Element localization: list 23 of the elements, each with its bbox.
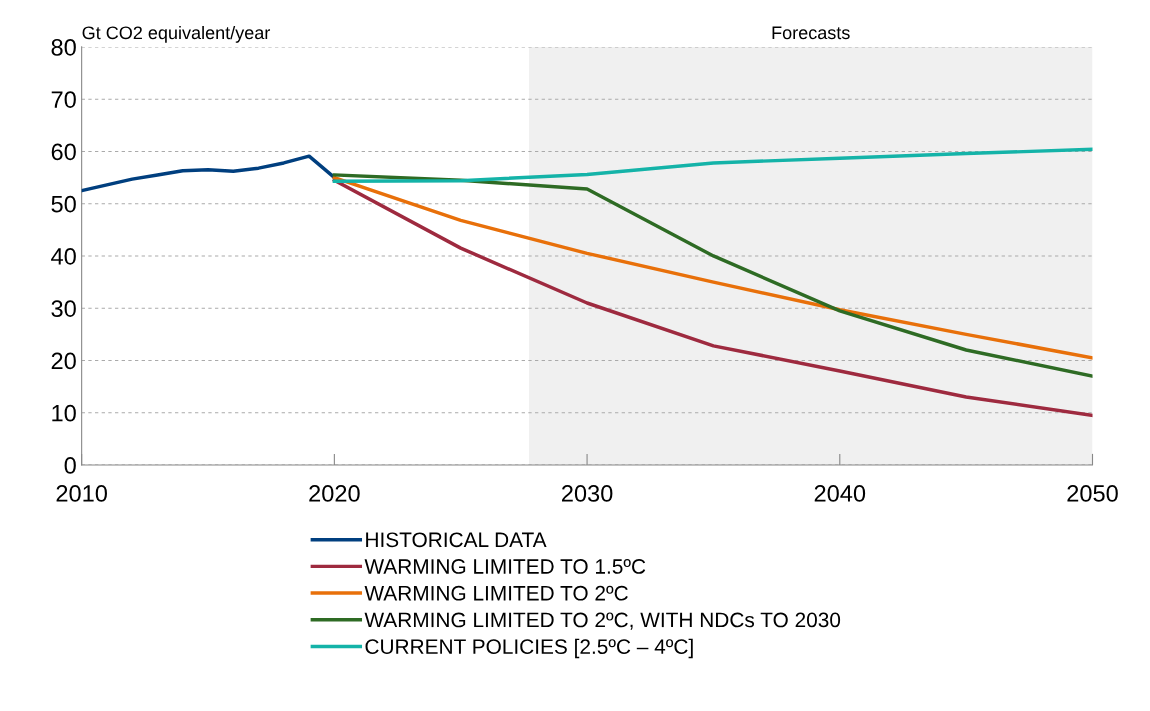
line-series xyxy=(332,178,1093,418)
y-tick-label: 60 xyxy=(51,143,76,161)
legend-label: WARMING LIMITED TO 2ºC xyxy=(364,585,628,601)
y-tick-label: 40 xyxy=(51,248,76,265)
line-series xyxy=(332,147,1093,183)
y-tick-label: 0 xyxy=(64,457,76,474)
y-axis-title: Gt CO2 equivalent/year xyxy=(82,25,271,43)
y-tick-label: 50 xyxy=(51,195,76,213)
x-tick-label: 2030 xyxy=(562,485,613,502)
y-tick-label: 30 xyxy=(51,300,76,318)
legend-label: HISTORICAL DATA xyxy=(366,532,547,548)
legend-label: WARMING LIMITED TO 2ºC, WITH NDCs TO 2030 xyxy=(364,612,841,630)
y-tick-label: 80 xyxy=(51,38,76,56)
legend-label: WARMING LIMITED TO 1.5ºC xyxy=(364,559,646,574)
y-tick-label: 20 xyxy=(51,352,76,370)
legend-label: CURRENT POLICIES [2.5ºC – 4ºC] xyxy=(365,638,693,659)
x-tick-label: 2010 xyxy=(56,485,107,502)
y-tick-label: 70 xyxy=(51,91,76,108)
x-tick-label: 2020 xyxy=(309,485,360,502)
band-label: Forecasts xyxy=(772,26,850,40)
x-tick-label: 2040 xyxy=(814,485,866,502)
x-tick-label: 2050 xyxy=(1067,485,1118,502)
y-tick-label: 10 xyxy=(52,404,76,422)
